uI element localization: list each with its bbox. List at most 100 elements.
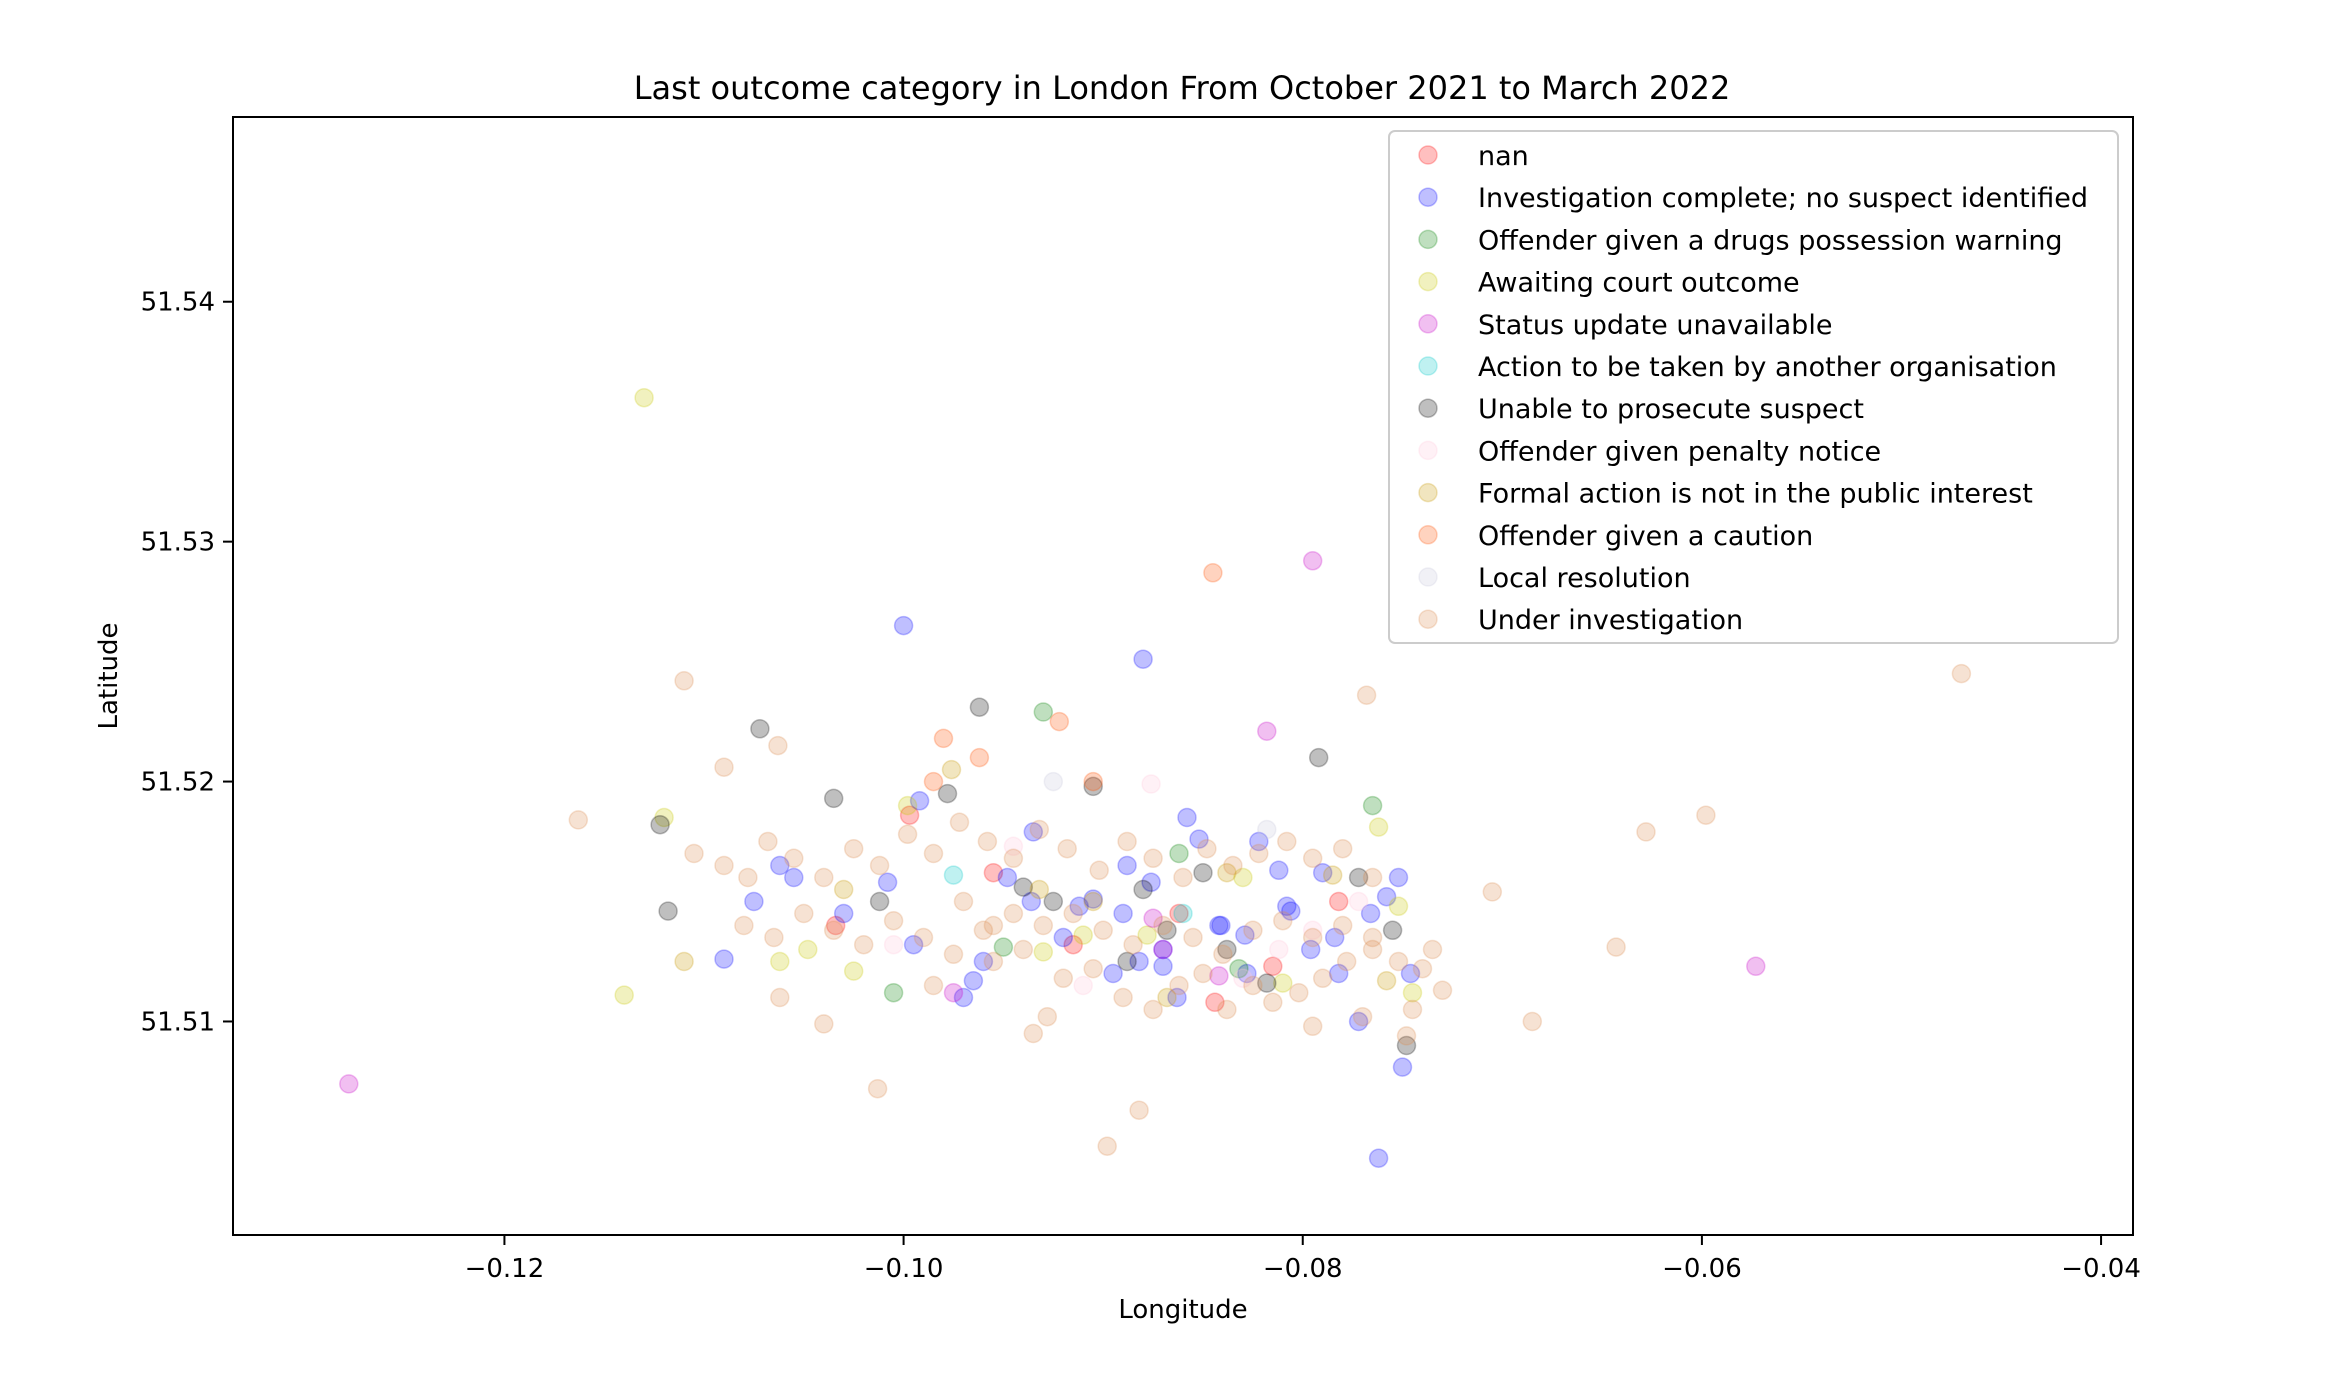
data-point: [1023, 1023, 1044, 1044]
data-point: [1003, 903, 1024, 924]
x-tick-label: −0.04: [2061, 1254, 2141, 1284]
data-point: [1133, 649, 1153, 669]
data-point: [1432, 980, 1453, 1001]
data-point: [1356, 685, 1377, 705]
data-point: [714, 757, 734, 777]
data-point: [1033, 915, 1054, 936]
data-point: [1362, 939, 1383, 960]
data-point: [1368, 1148, 1389, 1168]
data-point: [750, 719, 770, 739]
data-point: [658, 901, 678, 921]
data-point: [1063, 903, 1083, 924]
data-point: [823, 920, 844, 941]
data-point: [1057, 838, 1077, 859]
data-point: [1037, 1006, 1058, 1027]
data-point: [1376, 886, 1397, 907]
legend-marker: [1418, 229, 1438, 250]
data-point: [893, 615, 914, 636]
data-point: [1143, 999, 1163, 1020]
x-axis-ticks: −0.12 −0.10 −0.08 −0.06 −0.04: [465, 1235, 2141, 1284]
data-point: [1273, 973, 1293, 993]
data-point: [634, 387, 654, 408]
legend-marker: [1418, 567, 1438, 587]
data-point: [770, 951, 790, 972]
data-point: [1113, 987, 1133, 1008]
series-0: [825, 805, 1349, 1013]
data-point: [1388, 867, 1409, 888]
data-point: [941, 759, 962, 780]
data-point: [654, 807, 674, 828]
data-point: [1223, 855, 1243, 876]
data-point: [1133, 879, 1153, 900]
data-point: [1402, 999, 1423, 1020]
legend-label: Status update unavailable: [1478, 310, 1832, 341]
data-point: [1257, 973, 1277, 993]
data-point: [833, 903, 854, 924]
data-point: [1021, 891, 1042, 912]
data-point: [1396, 1035, 1417, 1056]
data-point: [1073, 925, 1093, 945]
series-2: [883, 702, 1383, 1003]
data-point: [714, 949, 734, 969]
data-point: [1237, 963, 1257, 984]
data-point: [1063, 934, 1083, 955]
data-point: [923, 975, 944, 996]
data-point: [933, 728, 954, 749]
data-point: [1203, 563, 1223, 583]
data-point: [899, 805, 920, 825]
series-1: [714, 615, 1421, 1168]
data-point: [1312, 862, 1333, 883]
data-point: [1233, 968, 1253, 989]
data-point: [814, 867, 834, 888]
data-point: [983, 862, 1004, 883]
data-point: [1083, 958, 1103, 979]
data-point: [1249, 831, 1269, 852]
data-point: [1169, 975, 1189, 996]
data-point: [1328, 891, 1349, 912]
data-point: [1336, 951, 1357, 972]
data-point: [1123, 934, 1143, 955]
data-point: [1023, 822, 1044, 842]
data-point: [1482, 882, 1503, 902]
legend-marker: [1418, 314, 1438, 334]
data-point: [1269, 939, 1289, 960]
legend-label: Formal action is not in the public inter…: [1478, 479, 2033, 510]
legend-marker: [1418, 609, 1438, 629]
data-point: [923, 771, 944, 792]
legend-marker: [1418, 525, 1438, 545]
x-tick-label: −0.08: [1263, 1254, 1343, 1284]
data-point: [1143, 848, 1163, 869]
data-point: [568, 810, 589, 830]
data-point: [1352, 1006, 1373, 1027]
data-point: [1093, 920, 1113, 941]
plot-area-frame: [232, 116, 2134, 1236]
data-point: [1362, 867, 1383, 888]
data-point: [1302, 927, 1323, 948]
data-point: [1217, 999, 1237, 1020]
data-point: [953, 891, 974, 912]
series-4: [339, 551, 1766, 1094]
data-point: [833, 879, 854, 900]
data-point: [650, 814, 670, 835]
data-point: [614, 985, 634, 1005]
data-point: [1412, 958, 1433, 979]
data-point: [1217, 939, 1237, 960]
data-point: [1332, 915, 1353, 936]
x-axis-title: Longitude: [1118, 1295, 1247, 1325]
data-point: [909, 791, 930, 811]
data-point: [1951, 663, 1972, 684]
data-point: [770, 855, 790, 876]
data-point: [1089, 860, 1109, 881]
data-point: [983, 915, 1004, 936]
legend-label: Offender given a drugs possession warnin…: [1478, 225, 2063, 256]
data-point: [1069, 896, 1089, 917]
data-point: [674, 671, 694, 691]
data-point: [963, 970, 984, 991]
series-7: [883, 774, 1369, 996]
data-point: [1362, 927, 1383, 948]
legend-label: Offender given penalty notice: [1478, 436, 1881, 467]
series-3: [614, 387, 1423, 1005]
x-tick-label: −0.10: [864, 1254, 944, 1284]
data-point: [1211, 915, 1231, 936]
